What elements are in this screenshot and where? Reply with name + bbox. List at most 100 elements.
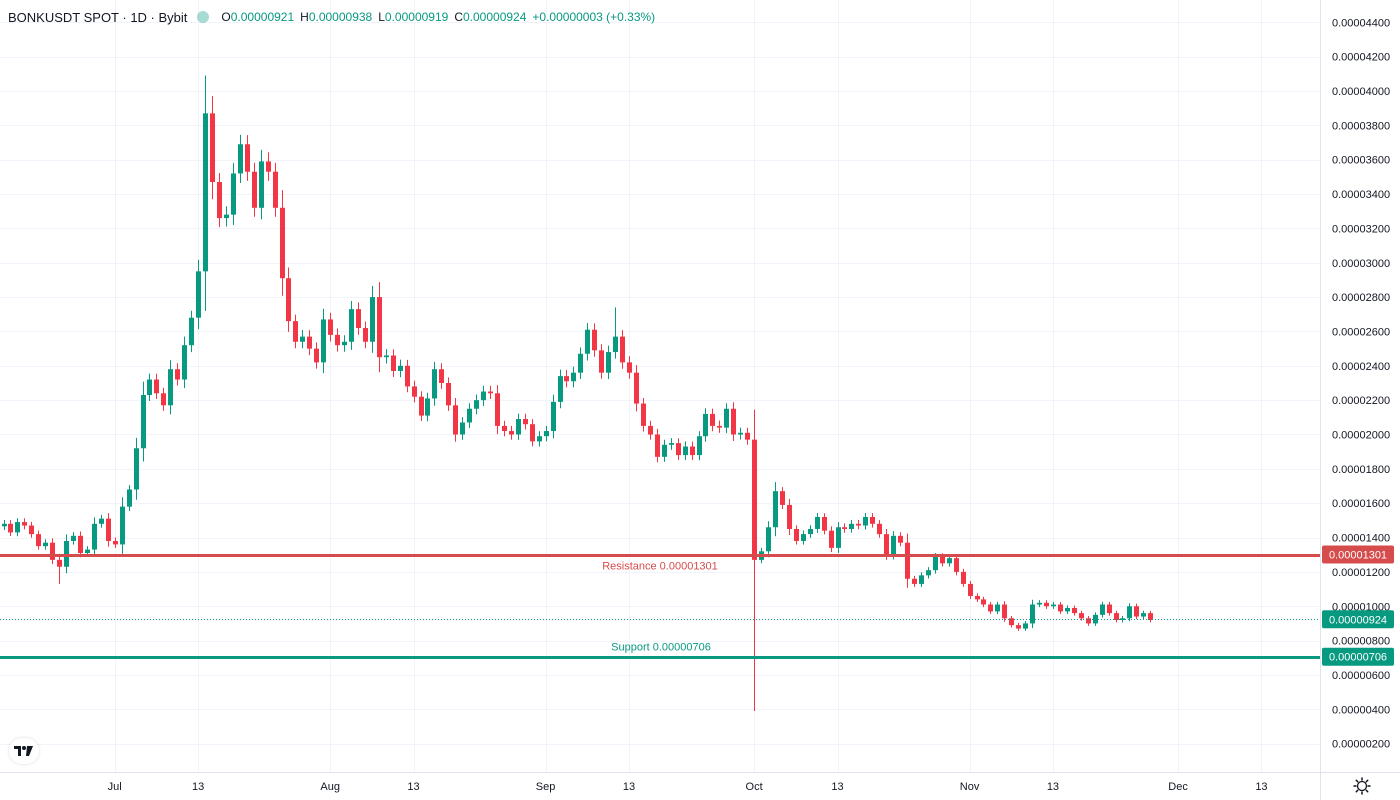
candle-body <box>432 369 437 399</box>
candle <box>370 285 375 353</box>
candle <box>863 513 868 530</box>
price-axis-tick-label: 0.00001200 <box>1332 567 1390 579</box>
candle <box>182 336 187 389</box>
candle <box>210 96 215 200</box>
candle <box>398 359 403 378</box>
candle-body <box>1100 604 1105 615</box>
candle <box>558 369 563 409</box>
candle-body <box>99 518 104 524</box>
candle <box>175 363 180 386</box>
candle <box>266 152 271 181</box>
time-axis-tick-label: Aug <box>320 781 340 793</box>
price-axis-tick-label: 0.00001400 <box>1332 533 1390 545</box>
candle <box>856 520 861 530</box>
candle-body <box>683 446 688 456</box>
candle-body <box>912 578 917 584</box>
candle-body <box>662 444 667 457</box>
candle-body <box>870 516 875 524</box>
candle-body <box>64 540 69 567</box>
candle <box>981 596 986 608</box>
candle-body <box>558 376 563 402</box>
time-axis-tick-label: 13 <box>1047 781 1059 793</box>
candle-body <box>314 348 319 363</box>
tradingview-logo-icon[interactable] <box>9 738 39 764</box>
price-axis-tick-label: 0.00002400 <box>1332 361 1390 373</box>
candle <box>280 190 285 296</box>
candle <box>1107 602 1112 616</box>
candle-body <box>585 329 590 354</box>
candle-body <box>370 297 375 342</box>
candle-body <box>398 365 403 371</box>
candle <box>273 162 278 217</box>
candle <box>307 330 312 356</box>
candle <box>481 385 486 406</box>
candle-body <box>1058 604 1063 612</box>
candle <box>836 522 841 554</box>
candle <box>1065 605 1070 614</box>
candle-body <box>78 535 83 554</box>
candle <box>710 408 715 432</box>
candle-body <box>1002 604 1007 619</box>
candle-body <box>578 353 583 373</box>
candle-body <box>787 504 792 529</box>
candle-body <box>439 369 444 383</box>
price-axis-tick-label: 0.00004400 <box>1332 17 1390 29</box>
resistance-label: Resistance 0.00001301 <box>602 561 718 573</box>
time-axis-tick-label: 13 <box>192 781 204 793</box>
candle <box>787 498 792 535</box>
candle-body <box>460 422 465 435</box>
candle-body <box>446 382 451 406</box>
candle-body <box>863 516 868 526</box>
candle-body <box>703 413 708 437</box>
candle-body <box>203 113 208 272</box>
candle <box>8 520 13 537</box>
last-price-tag-bg <box>1322 610 1394 629</box>
candle <box>655 428 660 463</box>
candle <box>766 521 771 558</box>
price-axis-tick-label: 0.00002200 <box>1332 395 1390 407</box>
candle <box>780 487 785 510</box>
candle-body <box>391 355 396 371</box>
candle <box>773 482 778 537</box>
candle-body <box>745 432 750 440</box>
price-axis-tick-label: 0.00003400 <box>1332 189 1390 201</box>
candle-body <box>856 523 861 526</box>
candle-body <box>975 595 980 600</box>
candle <box>467 403 472 429</box>
candle-body <box>655 434 660 457</box>
candle <box>988 602 993 614</box>
candle <box>919 572 924 587</box>
candle <box>134 437 139 500</box>
gear-icon[interactable] <box>1353 777 1371 795</box>
candle <box>905 533 910 588</box>
candle-body <box>940 556 945 564</box>
candle-body <box>238 144 243 174</box>
last-price-tag-text: 0.00000924 <box>1329 614 1387 626</box>
candle-body <box>412 386 417 397</box>
candle <box>2 519 7 531</box>
price-change: +0.00000003 (+0.33%) <box>532 10 656 24</box>
candle-body <box>196 271 201 318</box>
candle <box>432 361 437 406</box>
candle <box>898 532 903 547</box>
time-axis-tick-label: Jul <box>108 781 122 793</box>
candle <box>1044 600 1049 609</box>
candle <box>731 402 736 441</box>
candle-body <box>50 542 55 560</box>
candle <box>599 344 604 379</box>
candle-body <box>1134 606 1139 617</box>
candle-body <box>245 144 250 172</box>
candle-body <box>822 516 827 531</box>
candle-body <box>717 425 722 428</box>
candle-body <box>363 328 368 342</box>
candle <box>829 526 834 553</box>
candle-body <box>425 398 430 416</box>
candle <box>815 513 820 533</box>
symbol-title[interactable]: BONKUSDT SPOT · 1D · Bybit <box>8 9 188 25</box>
candle <box>384 349 389 364</box>
candle <box>822 513 827 535</box>
candle-body <box>926 570 931 576</box>
candle-body <box>1148 613 1153 620</box>
candle <box>446 377 451 411</box>
